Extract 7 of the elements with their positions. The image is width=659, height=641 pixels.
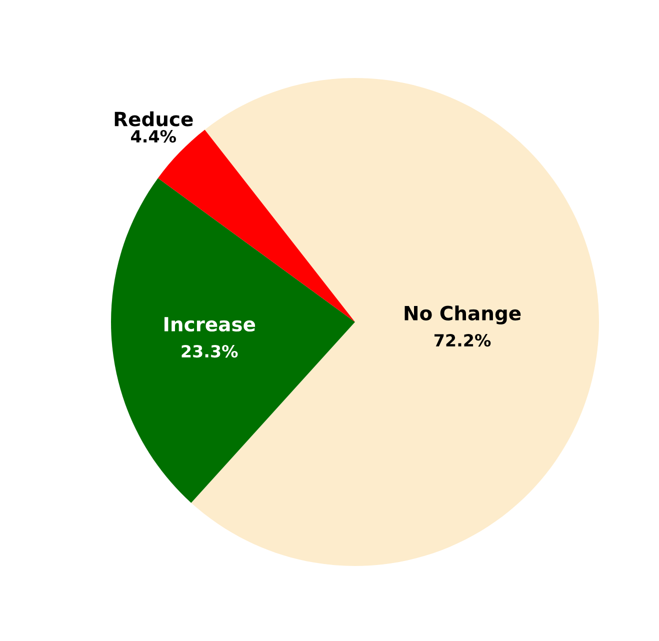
slice-label: Reduce: [114, 111, 193, 126]
slice-label: No Change: [404, 305, 521, 324]
data-label: 23.3%: [182, 344, 238, 358]
pie-slice: [111, 178, 355, 503]
slice-label: Increase: [164, 317, 256, 332]
data-label: 4.4%: [131, 130, 176, 143]
data-label: 72.2%: [434, 334, 491, 347]
